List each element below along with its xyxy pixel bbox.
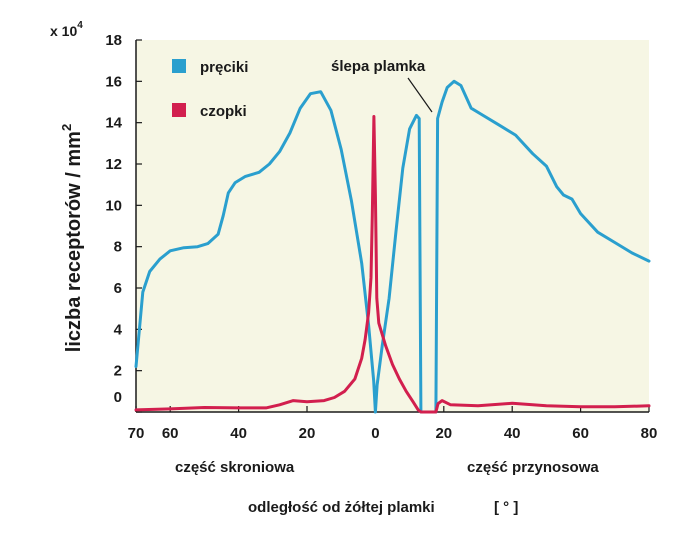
y-multiplier-base: x 10: [50, 23, 77, 39]
axes: [135, 40, 649, 413]
x-tick-label: 0: [371, 425, 379, 442]
y-tick-label: 2: [114, 363, 122, 380]
x-tick-label: 80: [641, 425, 658, 442]
region-label-temporal: część skroniowa: [175, 459, 295, 476]
series-line-preciki: [134, 79, 651, 414]
legend: pręciki czopki: [172, 59, 248, 120]
y-tick-label: 0: [114, 389, 122, 406]
blind-spot-pointer: [407, 77, 433, 113]
y-tick-label: 6: [114, 280, 122, 297]
x-tick-label: 20: [435, 425, 452, 442]
x-axis-unit: [ ° ]: [494, 499, 518, 516]
y-axis-title-exponent: 2: [59, 124, 74, 131]
x-tick-label: 70: [128, 425, 145, 442]
y-axis-title-text: liczba receptorów / mm: [63, 131, 85, 352]
y-tick-label: 14: [105, 115, 122, 132]
legend-swatch-preciki: [172, 59, 186, 73]
series-layer: [134, 79, 651, 414]
y-multiplier-exponent: 4: [77, 20, 83, 31]
x-axis-title: odległość od żółtej plamki: [248, 499, 435, 516]
y-tick-label: 10: [105, 197, 122, 214]
y-tick-label: 4: [114, 321, 123, 338]
x-tick-label: 40: [230, 425, 247, 442]
x-tick-label: 40: [504, 425, 521, 442]
x-tick-label: 20: [299, 425, 316, 442]
x-tick-label: 60: [572, 425, 589, 442]
region-label-nasal: część przynosowa: [467, 459, 599, 476]
legend-swatch-czopki: [172, 103, 186, 117]
blind-spot-annotation: ślepa plamka: [331, 58, 426, 75]
plot-background: [136, 40, 649, 412]
x-tick-label: 60: [162, 425, 179, 442]
legend-label-czopki: czopki: [200, 103, 247, 120]
legend-label-preciki: pręciki: [200, 59, 248, 76]
y-multiplier: x 104: [50, 20, 83, 39]
y-tick-label: 12: [105, 156, 122, 173]
y-axis-title: liczba receptorów / mm2: [59, 124, 85, 352]
y-tick-label: 18: [105, 32, 122, 49]
y-tick-label: 16: [105, 73, 122, 90]
y-ticks: 0 2 4 6 8 10 12 14 16 18: [105, 32, 142, 413]
y-tick-label: 8: [114, 239, 122, 256]
series-line-czopki: [134, 115, 651, 414]
x-ticks: 70 60 40 20 0 20 40 60 80: [128, 406, 658, 442]
